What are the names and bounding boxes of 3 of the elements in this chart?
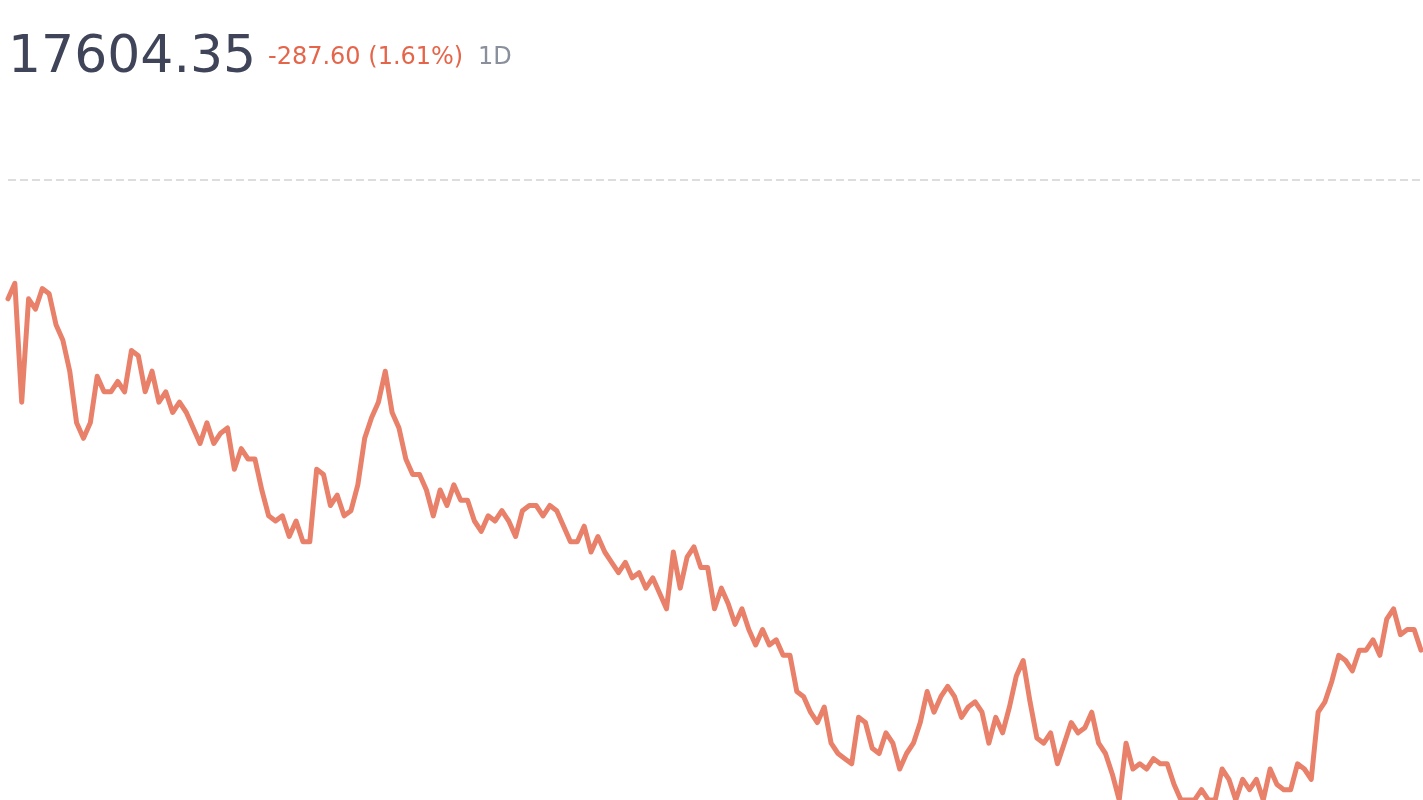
- chart-title: 17604.35: [8, 24, 257, 84]
- chart-subtitle: -287.60 (1.61%): [268, 42, 464, 70]
- text: 1D: [478, 42, 512, 70]
